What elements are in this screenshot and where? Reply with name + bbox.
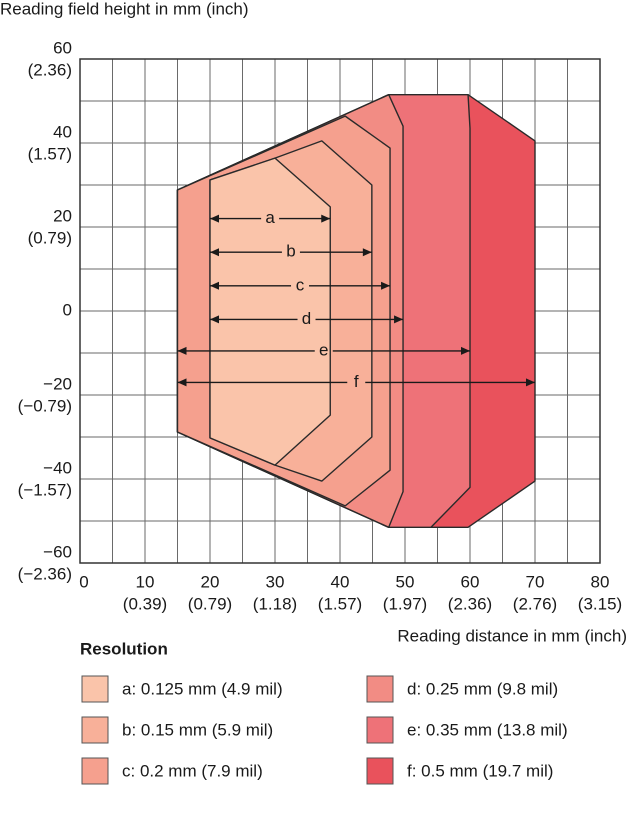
reading-zone (209, 157, 331, 466)
arrow-head (394, 315, 404, 324)
plot-border (79, 58, 601, 564)
y-tick-inch-label: (−0.79) (18, 396, 72, 415)
x-tick-inch-label: (0.39) (123, 594, 167, 613)
arrow-head (210, 214, 219, 223)
legend-title: Resolution (80, 639, 168, 658)
dimension-label: d (302, 309, 311, 328)
y-tick-label: −60 (43, 542, 72, 561)
x-tick-label: 10 (136, 572, 155, 591)
x-tick-inch-label: (2.36) (448, 594, 492, 613)
dimension-label: c (296, 275, 305, 294)
y-tick-inch-label: (2.36) (28, 60, 72, 79)
x-tick-inch-label: (1.57) (318, 594, 362, 613)
x-tick-label: 60 (461, 572, 480, 591)
arrow-head (177, 378, 187, 387)
dimension-label: f (354, 372, 359, 391)
y-tick-inch-label: (−2.36) (18, 564, 72, 583)
x-tick-label: 40 (331, 572, 350, 591)
x-tick-inch-label: (3.15) (578, 594, 622, 613)
x-tick-label: 50 (396, 572, 415, 591)
y-axis-title: Reading field height in mm (inch) (0, 0, 249, 18)
arrow-head (210, 315, 219, 324)
x-tick-label: 30 (266, 572, 285, 591)
arrow-head (210, 281, 219, 290)
legend-label: c: 0.2 mm (7.9 mil) (122, 761, 263, 780)
dimension-label: e (319, 340, 328, 359)
y-tick-label: −20 (43, 374, 72, 393)
y-tick-label: 20 (53, 206, 72, 225)
x-tick-inch-label: (1.97) (383, 594, 427, 613)
legend-swatch (81, 757, 109, 785)
legend-swatch (81, 716, 109, 744)
y-tick-label: 40 (53, 122, 72, 141)
legend-label: f: 0.5 mm (19.7 mil) (407, 761, 553, 780)
x-tick-inch-label: (1.18) (253, 594, 297, 613)
y-tick-label: 0 (63, 300, 72, 319)
legend-swatch (366, 716, 394, 744)
legend-label: e: 0.35 mm (13.8 mil) (407, 720, 568, 739)
x-tick-label: 0 (79, 572, 88, 591)
x-tick-label: 80 (591, 572, 610, 591)
arrow-head (526, 378, 535, 387)
legend-swatch (366, 757, 394, 785)
x-tick-inch-label: (0.79) (188, 594, 232, 613)
x-tick-inch-label: (2.76) (513, 594, 557, 613)
arrow-head (177, 346, 187, 355)
arrow-head (362, 248, 372, 257)
y-tick-inch-label: (1.57) (28, 144, 72, 163)
x-tick-label: 20 (201, 572, 220, 591)
y-tick-label: −40 (43, 458, 72, 477)
arrow-head (321, 214, 331, 223)
x-axis-title: Reading distance in mm (inch) (397, 626, 627, 645)
x-tick-label: 70 (526, 572, 545, 591)
legend-swatch (81, 675, 109, 703)
arrow-head (210, 248, 219, 257)
y-tick-inch-label: (0.79) (28, 228, 72, 247)
legend-label: b: 0.15 mm (5.9 mil) (122, 720, 273, 739)
arrow-head (381, 281, 391, 290)
legend-swatch (366, 675, 394, 703)
dimension-label: a (265, 208, 275, 227)
y-tick-inch-label: (−1.57) (18, 480, 72, 499)
legend-label: a: 0.125 mm (4.9 mil) (122, 679, 283, 698)
legend-label: d: 0.25 mm (9.8 mil) (407, 679, 558, 698)
dimension-label: b (286, 242, 295, 261)
arrow-head (461, 346, 470, 355)
y-tick-label: 60 (53, 38, 72, 57)
